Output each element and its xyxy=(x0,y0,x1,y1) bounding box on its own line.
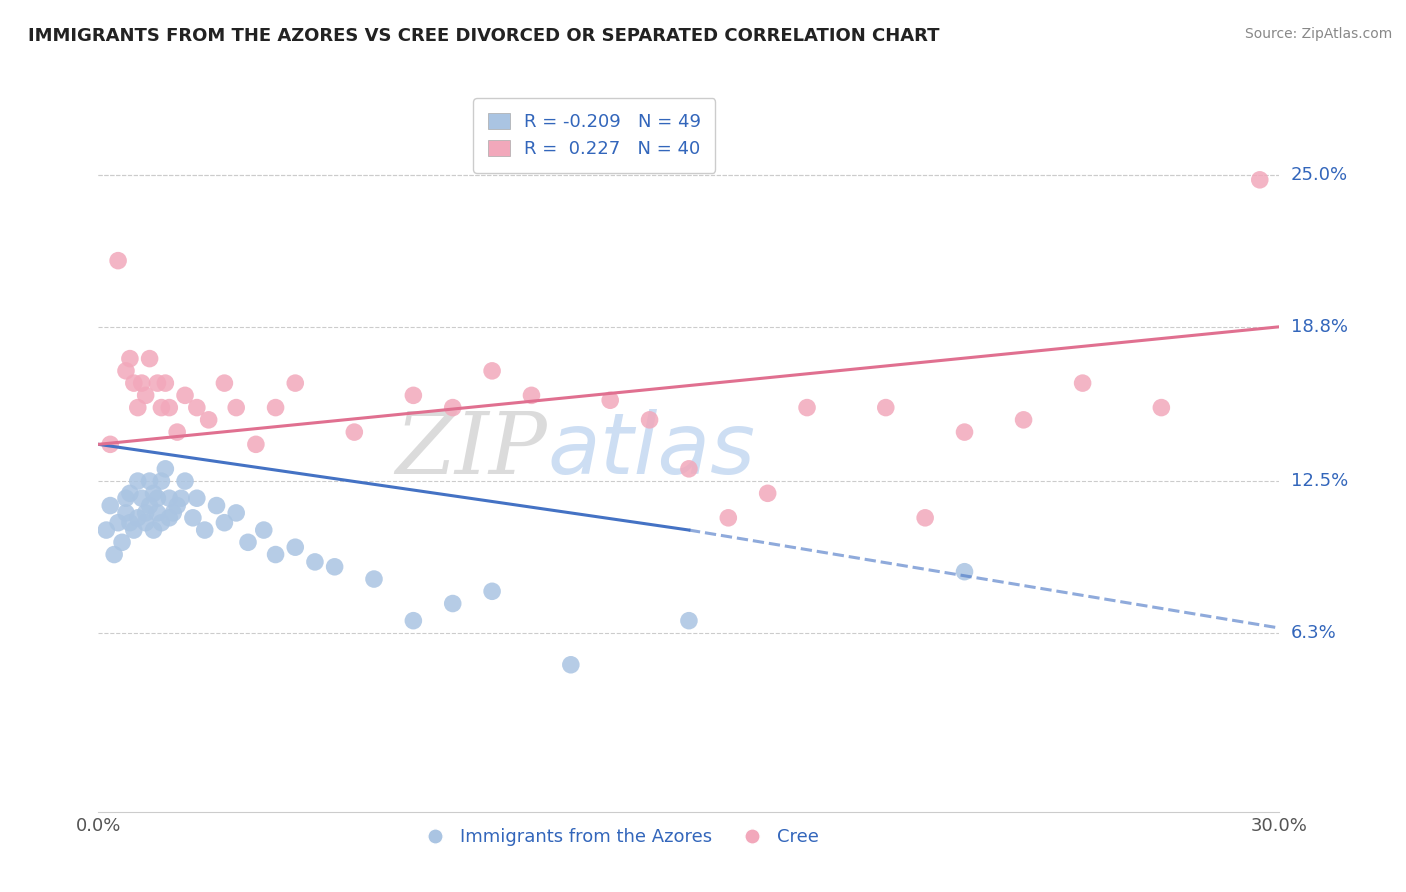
Point xyxy=(253,523,276,537)
Point xyxy=(236,535,259,549)
Point xyxy=(103,548,125,562)
Point xyxy=(135,388,157,402)
Point xyxy=(1071,376,1094,390)
Point xyxy=(146,491,169,506)
Text: 12.5%: 12.5% xyxy=(1291,472,1348,490)
Point xyxy=(560,657,582,672)
Point xyxy=(107,516,129,530)
Text: atlas: atlas xyxy=(547,409,755,492)
Point xyxy=(118,516,141,530)
Point xyxy=(96,523,118,537)
Point xyxy=(131,376,153,390)
Point xyxy=(225,401,247,415)
Point xyxy=(304,555,326,569)
Point xyxy=(441,597,464,611)
Point xyxy=(363,572,385,586)
Point xyxy=(638,413,661,427)
Point xyxy=(441,401,464,415)
Text: Source: ZipAtlas.com: Source: ZipAtlas.com xyxy=(1244,27,1392,41)
Point xyxy=(186,401,208,415)
Point xyxy=(122,523,145,537)
Point xyxy=(225,506,247,520)
Point xyxy=(186,491,208,506)
Point xyxy=(678,462,700,476)
Point xyxy=(122,376,145,390)
Point xyxy=(135,506,157,520)
Point xyxy=(264,401,287,415)
Point xyxy=(284,376,307,390)
Point xyxy=(157,511,180,525)
Point xyxy=(162,506,184,520)
Point xyxy=(214,376,236,390)
Point xyxy=(135,516,157,530)
Point xyxy=(481,364,503,378)
Text: IMMIGRANTS FROM THE AZORES VS CREE DIVORCED OR SEPARATED CORRELATION CHART: IMMIGRANTS FROM THE AZORES VS CREE DIVOR… xyxy=(28,27,939,45)
Point xyxy=(481,584,503,599)
Point xyxy=(115,364,138,378)
Point xyxy=(599,393,621,408)
Point xyxy=(1012,413,1035,427)
Point xyxy=(264,548,287,562)
Point xyxy=(115,506,138,520)
Point xyxy=(194,523,217,537)
Text: 6.3%: 6.3% xyxy=(1291,624,1336,642)
Point xyxy=(245,437,267,451)
Point xyxy=(150,401,173,415)
Point xyxy=(174,474,197,488)
Point xyxy=(756,486,779,500)
Text: ZIP: ZIP xyxy=(395,409,547,491)
Point xyxy=(146,506,169,520)
Point xyxy=(875,401,897,415)
Point xyxy=(155,376,177,390)
Point xyxy=(138,351,160,366)
Point xyxy=(214,516,236,530)
Point xyxy=(146,376,169,390)
Text: 18.8%: 18.8% xyxy=(1291,318,1347,335)
Point xyxy=(402,614,425,628)
Point xyxy=(323,559,346,574)
Point xyxy=(115,491,138,506)
Point xyxy=(402,388,425,402)
Point xyxy=(717,511,740,525)
Point xyxy=(142,486,165,500)
Point xyxy=(111,535,134,549)
Point xyxy=(150,474,173,488)
Point xyxy=(155,462,177,476)
Point xyxy=(118,351,141,366)
Point xyxy=(138,474,160,488)
Point xyxy=(197,413,219,427)
Point xyxy=(142,523,165,537)
Point xyxy=(1150,401,1173,415)
Point xyxy=(98,499,121,513)
Point xyxy=(678,614,700,628)
Point xyxy=(166,499,188,513)
Point xyxy=(953,425,976,439)
Point xyxy=(205,499,228,513)
Point xyxy=(520,388,543,402)
Point xyxy=(174,388,197,402)
Legend: Immigrants from the Azores, Cree: Immigrants from the Azores, Cree xyxy=(409,821,827,854)
Point xyxy=(181,511,204,525)
Text: 25.0%: 25.0% xyxy=(1291,166,1348,184)
Point xyxy=(157,491,180,506)
Point xyxy=(107,253,129,268)
Point xyxy=(343,425,366,439)
Point xyxy=(1249,173,1271,187)
Point xyxy=(170,491,193,506)
Point xyxy=(284,540,307,554)
Point xyxy=(953,565,976,579)
Point xyxy=(131,491,153,506)
Point xyxy=(138,499,160,513)
Point xyxy=(157,401,180,415)
Point xyxy=(914,511,936,525)
Point xyxy=(118,486,141,500)
Point xyxy=(127,401,149,415)
Point xyxy=(150,516,173,530)
Point xyxy=(98,437,121,451)
Point xyxy=(166,425,188,439)
Point xyxy=(796,401,818,415)
Point xyxy=(127,474,149,488)
Point xyxy=(127,511,149,525)
